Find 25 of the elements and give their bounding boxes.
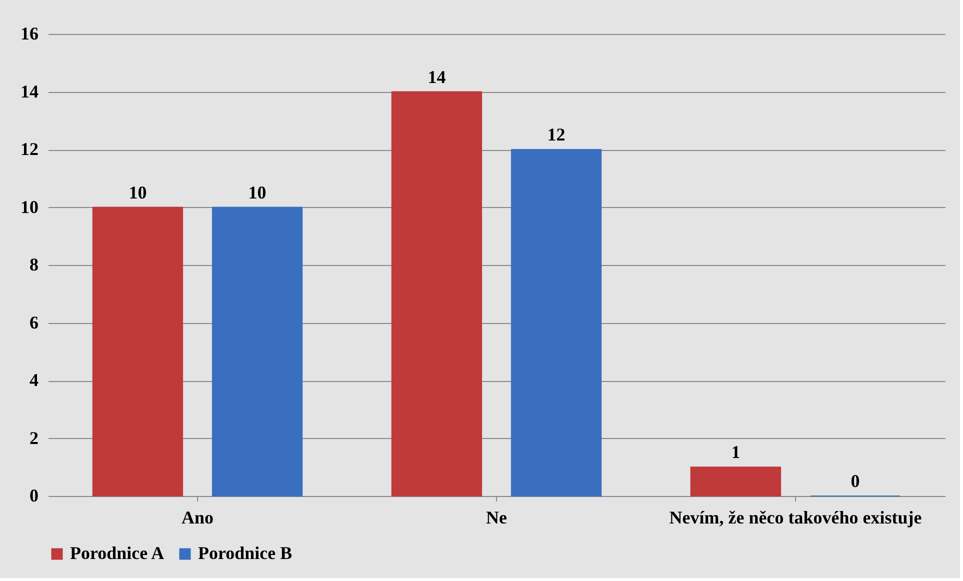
x-tick-label: Ano [181,508,214,528]
bar [391,91,482,496]
bar [690,466,782,496]
bar [510,149,602,496]
y-tick-label: 4 [30,370,38,390]
y-tick-label: 6 [30,312,38,332]
data-label: 12 [547,124,566,144]
x-tick-label: Ne [486,508,507,528]
legend-label: Porodnice B [198,543,292,563]
bar [92,206,184,496]
data-label: 0 [850,471,860,491]
data-label: 1 [731,442,740,462]
y-tick-label: 14 [20,81,38,102]
y-tick-label: 10 [20,196,38,217]
y-tick-label: 8 [30,254,38,274]
y-tick-label: 0 [30,486,38,506]
legend-label: Porodnice A [70,543,164,563]
x-tick-label: Nevím, že něco takového existuje [669,508,922,528]
data-label: 10 [128,182,147,202]
y-tick-label: 2 [30,428,38,448]
y-tick-label: 16 [20,24,38,44]
bar [212,206,303,496]
data-label: 14 [428,66,446,87]
data-label: 10 [248,182,266,202]
y-tick-label: 12 [20,139,38,159]
